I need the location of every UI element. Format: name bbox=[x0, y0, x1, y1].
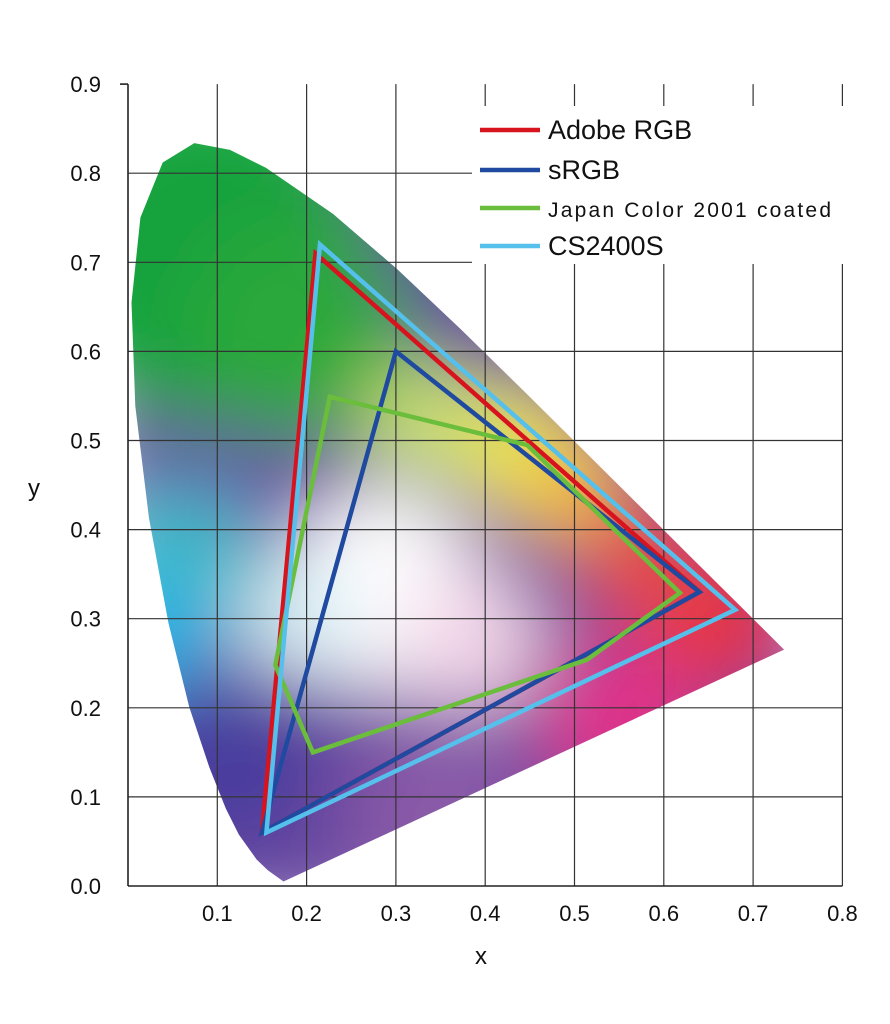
y-tick-label: 0.1 bbox=[70, 785, 101, 810]
legend-label: Adobe RGB bbox=[548, 115, 692, 145]
y-tick-label: 0.7 bbox=[70, 250, 101, 275]
x-tick-label: 0.7 bbox=[738, 901, 769, 926]
x-tick-label: 0.5 bbox=[559, 901, 590, 926]
gamut-srgb bbox=[258, 347, 704, 838]
legend: Adobe RGB sRGB Japan Color 2001 coated CS24… bbox=[472, 106, 844, 264]
legend-label: CS2400S bbox=[548, 231, 664, 261]
gamut-series bbox=[258, 239, 740, 838]
y-tick-label: 0.0 bbox=[70, 874, 101, 899]
y-tick-label: 0.9 bbox=[70, 72, 101, 97]
legend-box bbox=[472, 106, 844, 264]
tick-labels: 0.1 0.2 0.3 0.4 0.5 0.6 0.7 0.8 0.0 0.1 0.2 0.3 0.4 0… bbox=[70, 72, 857, 926]
gamut-japan-color-2001-coated bbox=[272, 394, 684, 756]
x-tick-label: 0.6 bbox=[649, 901, 680, 926]
legend-label: Japan Color 2001 coated bbox=[548, 199, 831, 222]
axes bbox=[120, 83, 843, 887]
gamut-cs2400s bbox=[263, 239, 740, 837]
y-tick-label: 0.3 bbox=[70, 607, 101, 632]
x-tick-label: 0.3 bbox=[381, 901, 412, 926]
y-tick-label: 0.5 bbox=[70, 429, 101, 454]
y-tick-label: 0.4 bbox=[70, 518, 101, 543]
x-tick-label: 0.8 bbox=[827, 901, 858, 926]
x-tick-label: 0.2 bbox=[291, 901, 322, 926]
x-tick-label: 0.1 bbox=[202, 901, 233, 926]
x-axis-label: x bbox=[475, 943, 487, 970]
y-tick-label: 0.2 bbox=[70, 696, 101, 721]
x-tick-label: 0.4 bbox=[470, 901, 501, 926]
y-tick-label: 0.6 bbox=[70, 339, 101, 364]
legend-label: sRGB bbox=[548, 155, 620, 185]
y-tick-label: 0.8 bbox=[70, 161, 101, 186]
y-axis-label: y bbox=[28, 475, 40, 502]
